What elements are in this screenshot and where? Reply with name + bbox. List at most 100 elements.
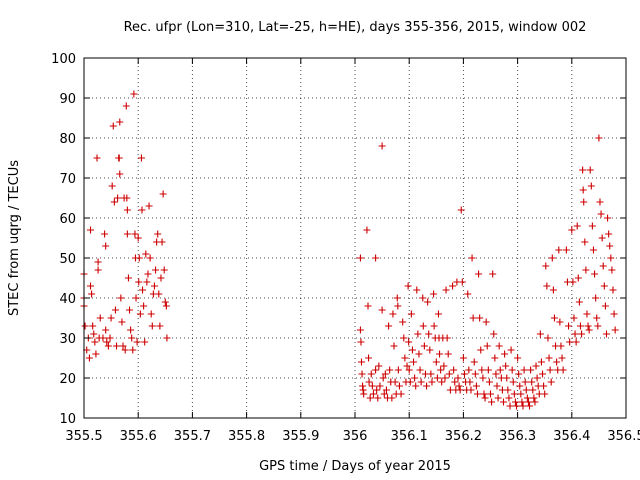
data-point: [549, 286, 557, 294]
data-point: [382, 386, 390, 394]
data-point: [375, 362, 383, 370]
data-point: [451, 378, 459, 386]
data-point: [160, 266, 168, 274]
data-point: [130, 90, 138, 98]
data-point: [365, 378, 373, 386]
data-point: [111, 306, 119, 314]
data-point: [465, 366, 473, 374]
data-point: [604, 214, 612, 222]
data-point: [466, 378, 474, 386]
y-tick-label: 50: [59, 252, 76, 267]
data-point: [373, 386, 381, 394]
data-point: [360, 390, 368, 398]
y-tick-label: 70: [59, 172, 76, 187]
data-point: [581, 238, 589, 246]
data-point: [507, 346, 515, 354]
y-tick-label: 90: [59, 92, 76, 107]
data-point: [134, 234, 142, 242]
data-point: [597, 210, 605, 218]
data-point: [417, 378, 425, 386]
data-point: [516, 382, 524, 390]
data-point: [104, 342, 112, 350]
data-point: [101, 230, 109, 238]
data-point: [436, 350, 444, 358]
data-point: [582, 266, 590, 274]
data-point: [411, 374, 419, 382]
data-point: [397, 390, 405, 398]
data-point: [600, 282, 608, 290]
data-point: [155, 290, 163, 298]
data-point: [400, 334, 408, 342]
data-point: [575, 298, 583, 306]
data-point: [467, 386, 475, 394]
data-point: [90, 330, 98, 338]
y-tick-label: 60: [59, 212, 76, 227]
y-tick-label: 40: [59, 292, 76, 307]
data-point: [156, 322, 164, 330]
data-point: [583, 310, 591, 318]
data-point: [139, 286, 147, 294]
data-point: [389, 310, 397, 318]
data-point: [102, 326, 110, 334]
data-point: [460, 370, 468, 378]
data-point: [477, 346, 485, 354]
y-axis-label: STEC from uqrg / TECUs: [7, 160, 22, 316]
data-point: [540, 382, 548, 390]
data-point: [142, 250, 150, 258]
data-point: [528, 378, 536, 386]
data-point: [593, 314, 601, 322]
data-point: [557, 342, 565, 350]
data-point: [529, 386, 537, 394]
data-point: [496, 366, 504, 374]
data-point: [93, 154, 101, 162]
data-point: [456, 386, 464, 394]
data-point: [107, 314, 115, 322]
data-point: [542, 262, 550, 270]
data-point: [541, 390, 549, 398]
data-point: [135, 254, 143, 262]
x-tick-label: 356.4: [553, 429, 590, 444]
data-point: [598, 234, 606, 242]
data-point: [533, 374, 541, 382]
data-point: [606, 242, 614, 250]
data-point: [434, 310, 442, 318]
data-point: [566, 338, 574, 346]
data-point: [532, 362, 540, 370]
data-point: [506, 402, 514, 410]
data-point: [113, 342, 121, 350]
data-point: [143, 278, 151, 286]
data-point: [441, 374, 449, 382]
data-point: [547, 378, 555, 386]
data-point: [388, 394, 396, 402]
data-point: [390, 342, 398, 350]
data-point: [412, 382, 420, 390]
data-point: [129, 346, 137, 354]
data-point: [611, 326, 619, 334]
data-point: [449, 282, 457, 290]
data-point: [492, 370, 500, 378]
data-point: [102, 242, 110, 250]
data-point: [559, 366, 567, 374]
data-point: [159, 190, 167, 198]
data-point: [94, 266, 102, 274]
data-point: [539, 370, 547, 378]
data-point: [88, 290, 96, 298]
data-point: [161, 298, 169, 306]
data-point: [433, 374, 441, 382]
data-point: [468, 254, 476, 262]
data-point: [364, 302, 372, 310]
data-point: [586, 166, 594, 174]
data-point: [96, 314, 104, 322]
data-point: [517, 390, 525, 398]
data-point: [479, 374, 487, 382]
data-point: [394, 302, 402, 310]
data-point: [87, 282, 95, 290]
data-point: [128, 334, 136, 342]
data-point: [391, 378, 399, 386]
data-point: [579, 166, 587, 174]
data-point: [405, 366, 413, 374]
data-point: [413, 286, 421, 294]
data-point: [588, 222, 596, 230]
data-point: [520, 366, 528, 374]
